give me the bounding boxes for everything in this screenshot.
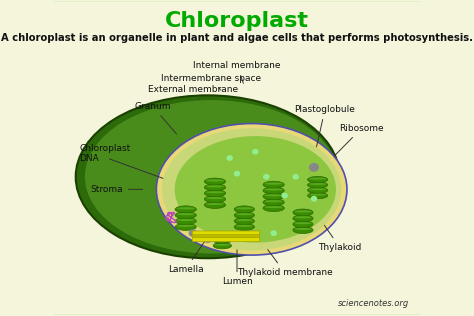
Ellipse shape bbox=[177, 213, 195, 215]
Circle shape bbox=[235, 172, 239, 176]
Circle shape bbox=[282, 193, 287, 198]
Ellipse shape bbox=[294, 228, 311, 230]
Ellipse shape bbox=[263, 181, 284, 188]
Ellipse shape bbox=[85, 100, 338, 253]
Ellipse shape bbox=[264, 188, 283, 191]
Ellipse shape bbox=[175, 206, 196, 213]
Ellipse shape bbox=[263, 193, 284, 200]
Ellipse shape bbox=[308, 176, 328, 183]
Circle shape bbox=[271, 231, 276, 235]
Ellipse shape bbox=[215, 239, 230, 240]
Ellipse shape bbox=[294, 210, 311, 212]
Ellipse shape bbox=[204, 190, 226, 197]
Ellipse shape bbox=[236, 207, 253, 209]
Ellipse shape bbox=[206, 179, 224, 182]
Ellipse shape bbox=[309, 178, 326, 179]
Ellipse shape bbox=[204, 178, 226, 185]
Ellipse shape bbox=[293, 209, 313, 216]
Ellipse shape bbox=[213, 243, 231, 249]
FancyBboxPatch shape bbox=[192, 231, 260, 235]
Ellipse shape bbox=[206, 203, 224, 205]
Text: Lamella: Lamella bbox=[168, 234, 210, 274]
Ellipse shape bbox=[156, 124, 347, 255]
Ellipse shape bbox=[204, 202, 226, 209]
FancyBboxPatch shape bbox=[52, 0, 422, 316]
Ellipse shape bbox=[309, 194, 326, 196]
Text: Ribosome: Ribosome bbox=[334, 124, 384, 156]
Circle shape bbox=[311, 197, 317, 201]
Text: Granum: Granum bbox=[134, 102, 176, 134]
Ellipse shape bbox=[76, 95, 340, 258]
Ellipse shape bbox=[264, 206, 283, 208]
Ellipse shape bbox=[294, 222, 311, 224]
Circle shape bbox=[264, 175, 269, 179]
Ellipse shape bbox=[308, 182, 328, 188]
Ellipse shape bbox=[206, 191, 224, 193]
Ellipse shape bbox=[215, 244, 230, 246]
Text: Thylakoid membrane: Thylakoid membrane bbox=[237, 240, 333, 277]
Ellipse shape bbox=[263, 187, 284, 194]
Text: Stroma: Stroma bbox=[91, 185, 143, 194]
Ellipse shape bbox=[309, 183, 326, 185]
Text: A chloroplast is an organelle in plant and algae cells that performs photosynthe: A chloroplast is an organelle in plant a… bbox=[1, 33, 473, 43]
Ellipse shape bbox=[236, 213, 253, 215]
Ellipse shape bbox=[177, 219, 195, 221]
Ellipse shape bbox=[177, 225, 195, 227]
Ellipse shape bbox=[234, 218, 255, 224]
Text: Chloroplast: Chloroplast bbox=[165, 11, 309, 31]
Circle shape bbox=[310, 164, 319, 171]
Ellipse shape bbox=[213, 237, 231, 244]
Ellipse shape bbox=[308, 187, 328, 193]
Ellipse shape bbox=[175, 223, 196, 230]
Text: Chloroplast
DNA: Chloroplast DNA bbox=[79, 143, 131, 163]
Ellipse shape bbox=[293, 227, 313, 234]
Ellipse shape bbox=[236, 225, 253, 227]
Ellipse shape bbox=[206, 185, 224, 187]
Ellipse shape bbox=[177, 207, 195, 209]
Text: Intermembrane space: Intermembrane space bbox=[161, 74, 261, 90]
Ellipse shape bbox=[294, 216, 311, 218]
Text: Thylakoid: Thylakoid bbox=[312, 207, 361, 252]
Ellipse shape bbox=[263, 199, 284, 206]
Circle shape bbox=[227, 156, 232, 160]
Ellipse shape bbox=[234, 212, 255, 219]
Ellipse shape bbox=[204, 196, 226, 203]
Ellipse shape bbox=[234, 223, 255, 230]
Ellipse shape bbox=[204, 184, 226, 191]
Ellipse shape bbox=[308, 192, 328, 199]
Text: Internal membrane: Internal membrane bbox=[193, 61, 281, 83]
Ellipse shape bbox=[175, 212, 196, 219]
Ellipse shape bbox=[206, 197, 224, 199]
Text: Plastoglobule: Plastoglobule bbox=[294, 105, 356, 155]
Ellipse shape bbox=[293, 215, 313, 222]
Ellipse shape bbox=[234, 206, 255, 213]
Ellipse shape bbox=[175, 218, 196, 224]
Text: External membrane: External membrane bbox=[148, 85, 238, 99]
Ellipse shape bbox=[215, 233, 230, 235]
Circle shape bbox=[189, 230, 197, 236]
Ellipse shape bbox=[264, 200, 283, 202]
Ellipse shape bbox=[264, 194, 283, 197]
Ellipse shape bbox=[293, 221, 313, 228]
Ellipse shape bbox=[175, 136, 336, 243]
Ellipse shape bbox=[162, 128, 341, 250]
Ellipse shape bbox=[309, 188, 326, 190]
Text: Lumen: Lumen bbox=[222, 241, 252, 286]
Circle shape bbox=[293, 175, 298, 179]
FancyBboxPatch shape bbox=[192, 237, 260, 242]
Ellipse shape bbox=[263, 205, 284, 211]
Ellipse shape bbox=[264, 183, 283, 185]
Text: sciencenotes.org: sciencenotes.org bbox=[338, 299, 409, 308]
FancyBboxPatch shape bbox=[192, 234, 260, 238]
Ellipse shape bbox=[213, 232, 231, 238]
Circle shape bbox=[253, 149, 258, 154]
Circle shape bbox=[204, 237, 211, 242]
Ellipse shape bbox=[236, 219, 253, 221]
